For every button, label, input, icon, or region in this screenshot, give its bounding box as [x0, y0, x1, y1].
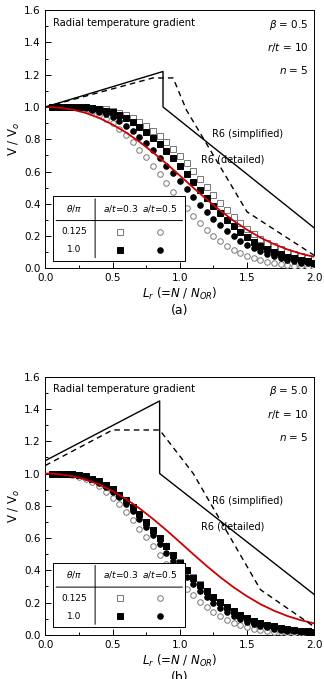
Text: $a/t$=0.5: $a/t$=0.5	[142, 203, 178, 214]
X-axis label: $L_r$ (=$N$ / $N_{OR}$): $L_r$ (=$N$ / $N_{OR}$)	[142, 286, 218, 302]
Text: $\theta/\pi$: $\theta/\pi$	[66, 203, 82, 214]
X-axis label: $L_r$ (=$N$ / $N_{OR}$): $L_r$ (=$N$ / $N_{OR}$)	[142, 653, 218, 669]
Text: $r/t$ = 10: $r/t$ = 10	[267, 407, 309, 421]
Text: R6 (simplified): R6 (simplified)	[212, 129, 283, 139]
Text: (a): (a)	[171, 304, 189, 317]
Text: $a/t$=0.5: $a/t$=0.5	[142, 570, 178, 581]
Text: $\theta/\pi$: $\theta/\pi$	[66, 570, 82, 581]
Text: (b): (b)	[171, 671, 189, 679]
Y-axis label: V / V$_o$: V / V$_o$	[7, 489, 22, 523]
Text: $\beta$ = 5.0: $\beta$ = 5.0	[269, 384, 309, 399]
Text: Radial temperature gradient: Radial temperature gradient	[53, 384, 195, 394]
Text: Radial temperature gradient: Radial temperature gradient	[53, 18, 195, 28]
Bar	[53, 563, 185, 627]
Text: $n$ = 5: $n$ = 5	[279, 431, 309, 443]
Text: R6 (detailed): R6 (detailed)	[201, 521, 265, 532]
Text: $n$ = 5: $n$ = 5	[279, 65, 309, 77]
Text: 0.125: 0.125	[61, 227, 87, 236]
Y-axis label: V / V$_o$: V / V$_o$	[7, 122, 22, 156]
Text: $\beta$ = 0.5: $\beta$ = 0.5	[269, 18, 309, 32]
Text: 0.125: 0.125	[61, 593, 87, 602]
Bar	[53, 196, 185, 261]
Text: R6 (detailed): R6 (detailed)	[201, 155, 265, 165]
Text: 1.0: 1.0	[67, 612, 81, 621]
Text: 1.0: 1.0	[67, 245, 81, 254]
Text: $a/t$=0.3: $a/t$=0.3	[103, 203, 138, 214]
Text: R6 (simplified): R6 (simplified)	[212, 496, 283, 506]
Text: $a/t$=0.3: $a/t$=0.3	[103, 570, 138, 581]
Text: $r/t$ = 10: $r/t$ = 10	[267, 41, 309, 54]
